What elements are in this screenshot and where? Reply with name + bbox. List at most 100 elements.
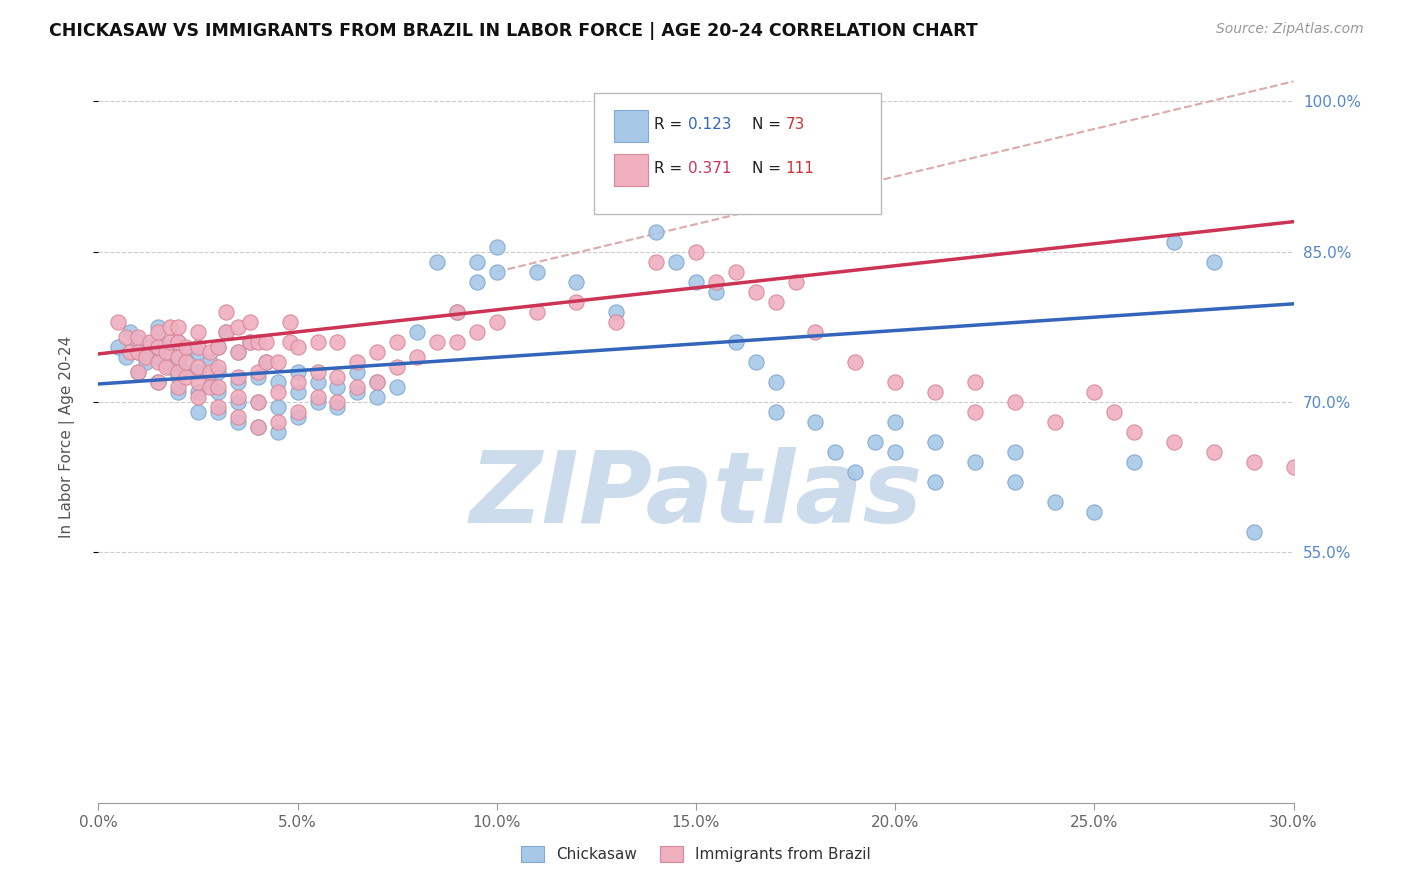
Point	[526, 265, 548, 279]
Point	[287, 365, 309, 379]
Point	[239, 334, 262, 349]
Point	[148, 355, 170, 369]
Point	[246, 420, 269, 434]
Point	[307, 375, 329, 389]
Point	[226, 390, 249, 404]
Point	[704, 285, 727, 299]
Point	[1043, 495, 1066, 509]
Point	[155, 345, 177, 359]
Point	[167, 370, 190, 384]
Point	[824, 445, 846, 459]
Point	[120, 325, 142, 339]
Point	[1202, 445, 1225, 459]
Point	[765, 294, 787, 309]
Text: ZIPatlas: ZIPatlas	[470, 447, 922, 544]
Point	[924, 384, 946, 399]
Point	[226, 375, 249, 389]
Point	[159, 319, 181, 334]
Point	[724, 334, 747, 349]
Point	[765, 375, 787, 389]
Point	[1083, 505, 1105, 519]
Point	[465, 325, 488, 339]
Point	[148, 340, 170, 354]
Point	[174, 340, 197, 354]
Point	[326, 334, 349, 349]
Point	[287, 375, 309, 389]
Point	[159, 359, 181, 374]
Point	[207, 340, 229, 354]
Point	[226, 370, 249, 384]
Point	[884, 445, 907, 459]
Point	[198, 380, 221, 394]
Point	[278, 334, 301, 349]
Point	[246, 420, 269, 434]
Point	[1104, 405, 1126, 419]
Point	[207, 384, 229, 399]
Point	[239, 315, 262, 329]
Point	[174, 355, 197, 369]
Point	[426, 254, 449, 268]
Point	[187, 384, 209, 399]
Point	[207, 340, 229, 354]
Point	[174, 370, 197, 384]
Point	[215, 305, 238, 319]
Point	[804, 415, 827, 429]
Point	[148, 375, 170, 389]
Point	[167, 355, 190, 369]
Point	[605, 315, 627, 329]
Point	[115, 350, 138, 364]
Text: 111: 111	[786, 161, 814, 176]
Point	[385, 380, 409, 394]
Point	[226, 395, 249, 409]
Point	[1282, 460, 1305, 475]
Point	[198, 365, 221, 379]
Point	[844, 465, 866, 479]
Point	[254, 355, 277, 369]
Point	[884, 415, 907, 429]
Point	[239, 334, 262, 349]
Point	[963, 375, 986, 389]
Point	[215, 325, 238, 339]
Point	[865, 435, 887, 450]
Point	[215, 325, 238, 339]
Point	[207, 405, 229, 419]
Point	[1083, 384, 1105, 399]
Point	[174, 345, 197, 359]
Point	[148, 334, 170, 349]
Point	[685, 275, 707, 289]
Point	[1243, 525, 1265, 540]
Point	[267, 384, 290, 399]
Point	[246, 365, 269, 379]
Text: N =: N =	[752, 161, 786, 176]
Point	[267, 355, 290, 369]
Point	[155, 359, 177, 374]
Point	[148, 319, 170, 334]
Point	[665, 254, 688, 268]
Point	[1043, 415, 1066, 429]
Point	[187, 365, 209, 379]
Point	[346, 365, 368, 379]
Point	[1004, 395, 1026, 409]
Point	[307, 334, 329, 349]
Point	[187, 345, 209, 359]
Text: R =: R =	[654, 161, 688, 176]
Point	[307, 395, 329, 409]
Point	[366, 345, 388, 359]
Text: R =: R =	[654, 117, 688, 132]
Point	[127, 365, 149, 379]
Point	[765, 405, 787, 419]
Point	[167, 384, 190, 399]
Point	[148, 375, 170, 389]
Point	[127, 345, 149, 359]
Point	[745, 285, 768, 299]
Point	[167, 380, 190, 394]
Point	[1202, 254, 1225, 268]
Point	[139, 334, 162, 349]
Point	[1123, 455, 1146, 469]
Point	[307, 365, 329, 379]
Point	[159, 334, 181, 349]
Point	[465, 254, 488, 268]
Point	[446, 305, 468, 319]
Point	[465, 275, 488, 289]
Point	[645, 254, 668, 268]
